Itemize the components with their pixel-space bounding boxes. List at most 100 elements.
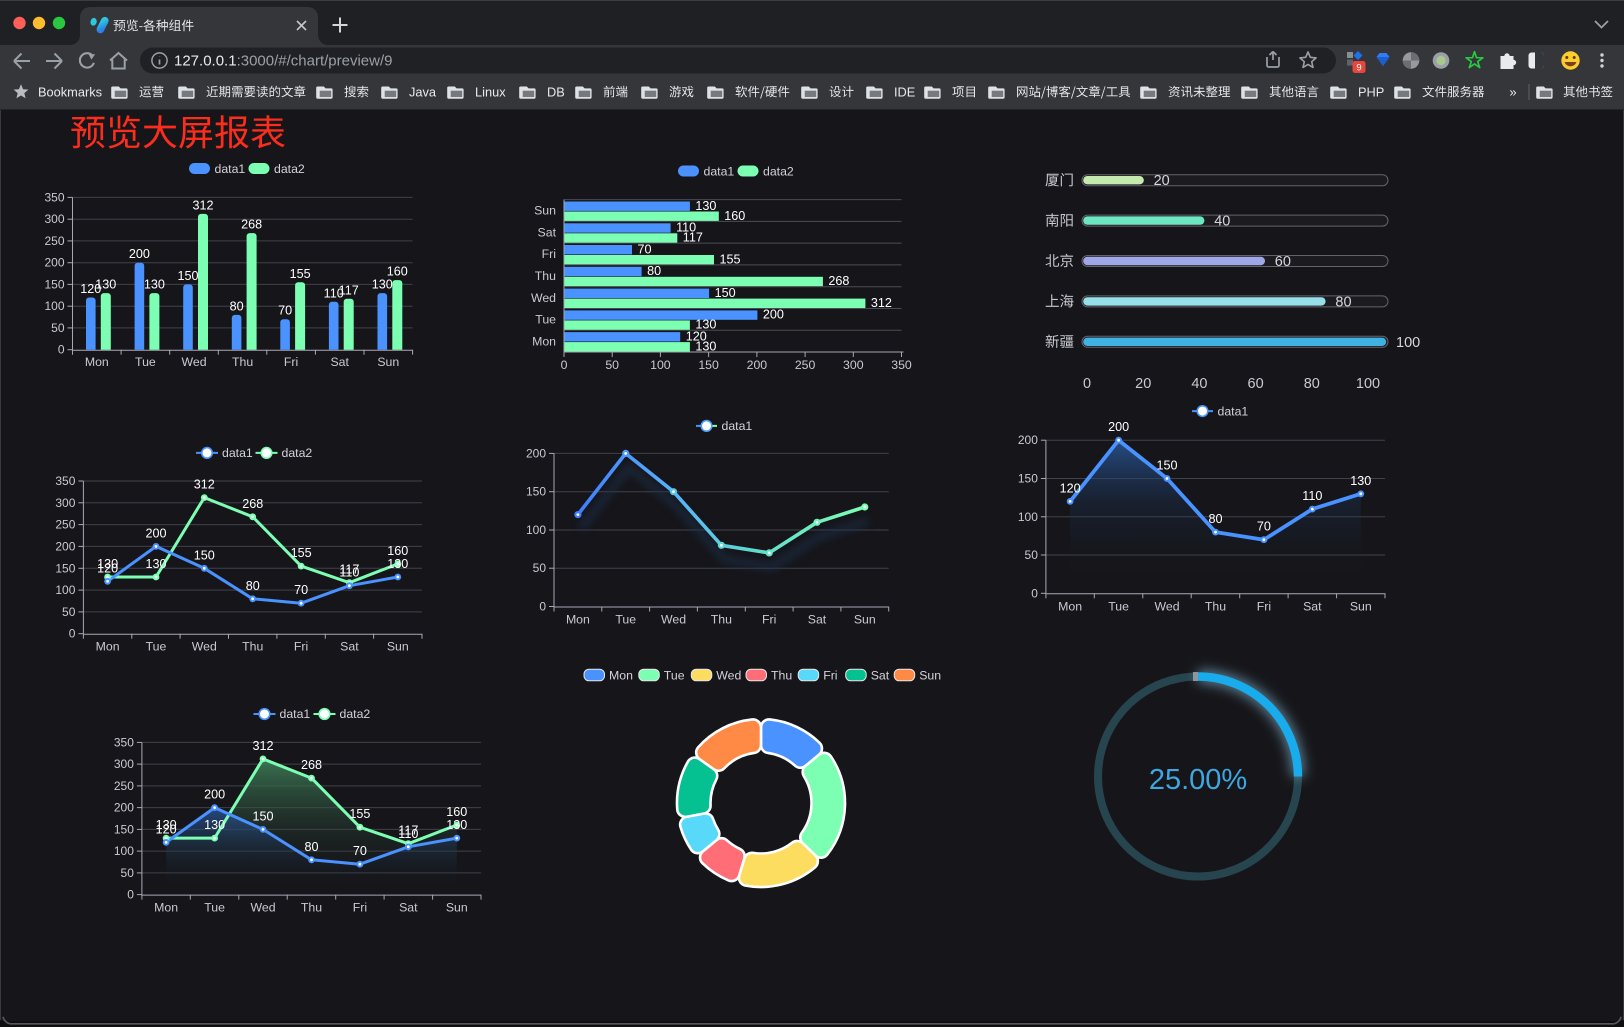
svg-text:80: 80 — [246, 579, 260, 593]
svg-text:Thu: Thu — [771, 669, 792, 683]
svg-text:Sat: Sat — [538, 226, 557, 240]
svg-text:150: 150 — [526, 485, 546, 499]
svg-text:0: 0 — [69, 627, 76, 641]
svg-text:50: 50 — [533, 561, 547, 575]
svg-text:120: 120 — [686, 329, 707, 343]
svg-text:130: 130 — [387, 557, 408, 571]
svg-text:Wed: Wed — [1154, 599, 1179, 613]
svg-text:130: 130 — [97, 557, 118, 571]
svg-text:Linux: Linux — [475, 85, 506, 100]
svg-text:100: 100 — [1018, 510, 1038, 524]
svg-text:0: 0 — [561, 358, 568, 372]
svg-text:0: 0 — [539, 600, 546, 614]
svg-text:312: 312 — [252, 739, 273, 753]
svg-text:Tue: Tue — [615, 613, 636, 627]
svg-text:100: 100 — [526, 523, 546, 537]
svg-text:130: 130 — [145, 557, 166, 571]
svg-text:150: 150 — [715, 286, 736, 300]
svg-text:70: 70 — [353, 844, 367, 858]
svg-text:Thu: Thu — [535, 269, 556, 283]
svg-text:200: 200 — [1018, 433, 1038, 447]
svg-text:80: 80 — [647, 264, 661, 278]
svg-text:155: 155 — [291, 546, 312, 560]
svg-text:200: 200 — [763, 308, 784, 322]
svg-text:110: 110 — [676, 221, 696, 235]
svg-text:Wed: Wed — [192, 640, 217, 654]
svg-text:Wed: Wed — [181, 355, 206, 369]
svg-text:127.0.0.1:3000/#/chart/preview: 127.0.0.1:3000/#/chart/preview/9 — [174, 52, 393, 69]
svg-text:120: 120 — [80, 282, 101, 296]
svg-text:Thu: Thu — [301, 901, 322, 915]
svg-text:80: 80 — [1304, 376, 1320, 392]
svg-text:Thu: Thu — [242, 640, 263, 654]
svg-text:Wed: Wed — [250, 901, 275, 915]
svg-text:130: 130 — [95, 278, 116, 292]
svg-text:data1: data1 — [704, 165, 735, 179]
svg-text:130: 130 — [695, 339, 716, 353]
svg-text:312: 312 — [194, 478, 215, 492]
svg-text:110: 110 — [324, 286, 344, 300]
svg-text:Bookmarks: Bookmarks — [38, 85, 102, 100]
svg-text:0: 0 — [1031, 586, 1038, 600]
svg-text:130: 130 — [1350, 474, 1371, 488]
svg-text:350: 350 — [114, 735, 134, 749]
svg-text:Sat: Sat — [1303, 599, 1322, 613]
svg-text:Tue: Tue — [135, 355, 156, 369]
svg-text:20: 20 — [1154, 173, 1170, 189]
svg-text:268: 268 — [241, 218, 262, 232]
svg-text:Sun: Sun — [534, 204, 556, 218]
svg-text:80: 80 — [304, 840, 318, 854]
svg-text:Mon: Mon — [85, 355, 109, 369]
svg-text:Fri: Fri — [542, 247, 556, 261]
svg-text:250: 250 — [795, 358, 816, 372]
svg-text:Java: Java — [409, 85, 437, 100]
svg-text:130: 130 — [695, 318, 716, 332]
svg-text:data2: data2 — [763, 165, 794, 179]
svg-text:Fri: Fri — [762, 613, 776, 627]
svg-text:data1: data1 — [722, 419, 753, 433]
svg-text:Thu: Thu — [1205, 599, 1226, 613]
svg-text:Sun: Sun — [854, 613, 876, 627]
svg-text:350: 350 — [55, 474, 75, 488]
svg-text:Mon: Mon — [1058, 599, 1082, 613]
svg-text:100: 100 — [44, 299, 64, 313]
svg-text:110: 110 — [339, 566, 359, 580]
svg-text:300: 300 — [55, 496, 75, 510]
svg-text:data1: data1 — [215, 162, 246, 176]
svg-text:Sun: Sun — [446, 901, 468, 915]
svg-text:40: 40 — [1191, 376, 1207, 392]
svg-text:Fri: Fri — [823, 669, 837, 683]
svg-text:150: 150 — [1018, 472, 1038, 486]
svg-text:40: 40 — [1214, 214, 1230, 230]
svg-text:data1: data1 — [280, 707, 311, 721]
svg-text:IDE: IDE — [894, 85, 915, 100]
svg-text:117: 117 — [339, 283, 359, 297]
svg-text:110: 110 — [398, 827, 418, 841]
svg-text:150: 150 — [55, 561, 75, 575]
svg-text:Sat: Sat — [340, 640, 359, 654]
svg-text:0: 0 — [58, 343, 65, 357]
svg-text:117: 117 — [398, 824, 418, 838]
svg-text:Fri: Fri — [284, 355, 298, 369]
svg-text:312: 312 — [192, 198, 213, 212]
svg-text:Sun: Sun — [377, 355, 399, 369]
svg-text:200: 200 — [747, 358, 768, 372]
svg-text:80: 80 — [230, 299, 244, 313]
svg-text:Tue: Tue — [204, 901, 225, 915]
svg-text:20: 20 — [1135, 376, 1151, 392]
svg-text:120: 120 — [156, 822, 177, 836]
svg-text:50: 50 — [605, 358, 619, 372]
svg-text:0: 0 — [1083, 376, 1091, 392]
svg-text:150: 150 — [114, 822, 134, 836]
svg-text:70: 70 — [638, 242, 652, 256]
svg-text:160: 160 — [446, 805, 467, 819]
svg-text:50: 50 — [62, 605, 76, 619]
svg-text:250: 250 — [44, 234, 64, 248]
svg-text:80: 80 — [1208, 512, 1222, 526]
svg-text:130: 130 — [144, 278, 165, 292]
svg-text:Thu: Thu — [711, 613, 732, 627]
svg-text:Wed: Wed — [716, 669, 741, 683]
svg-text:130: 130 — [695, 199, 716, 213]
svg-text:Tue: Tue — [1108, 599, 1129, 613]
svg-text:Mon: Mon — [96, 640, 120, 654]
